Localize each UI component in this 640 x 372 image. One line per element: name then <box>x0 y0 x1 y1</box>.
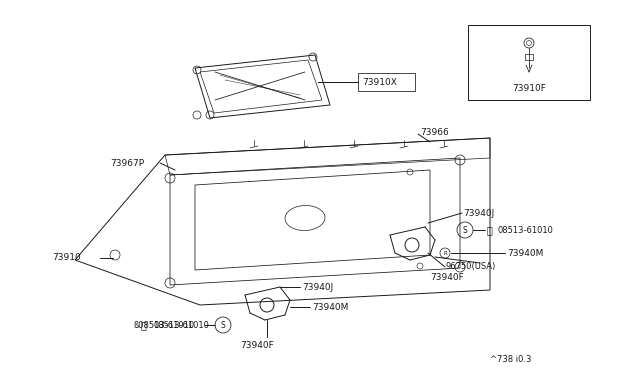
Text: Ⓢ: Ⓢ <box>141 320 147 330</box>
Text: 73967P: 73967P <box>110 158 144 167</box>
Text: ^738 i0.3: ^738 i0.3 <box>490 356 531 365</box>
Text: 96750(USA): 96750(USA) <box>445 263 495 272</box>
Text: 73940J: 73940J <box>302 282 333 292</box>
Text: Ⓢ: Ⓢ <box>487 225 493 235</box>
Text: 73940J: 73940J <box>463 208 494 218</box>
Text: ß08513-61010: ß08513-61010 <box>133 321 194 330</box>
Text: 73910X: 73910X <box>362 77 397 87</box>
Text: 73940M: 73940M <box>312 302 348 311</box>
Text: 08513-61010: 08513-61010 <box>153 321 209 330</box>
Text: 73910: 73910 <box>52 253 81 263</box>
Text: R: R <box>443 250 447 256</box>
Text: 73966: 73966 <box>420 128 449 137</box>
Text: 73940M: 73940M <box>507 248 543 257</box>
Text: 73940F: 73940F <box>240 340 274 350</box>
Text: S: S <box>221 321 225 330</box>
Text: S: S <box>463 225 467 234</box>
Text: 73940F: 73940F <box>430 273 464 282</box>
Text: 08513-61010: 08513-61010 <box>497 225 553 234</box>
Text: 73910F: 73910F <box>512 83 546 93</box>
